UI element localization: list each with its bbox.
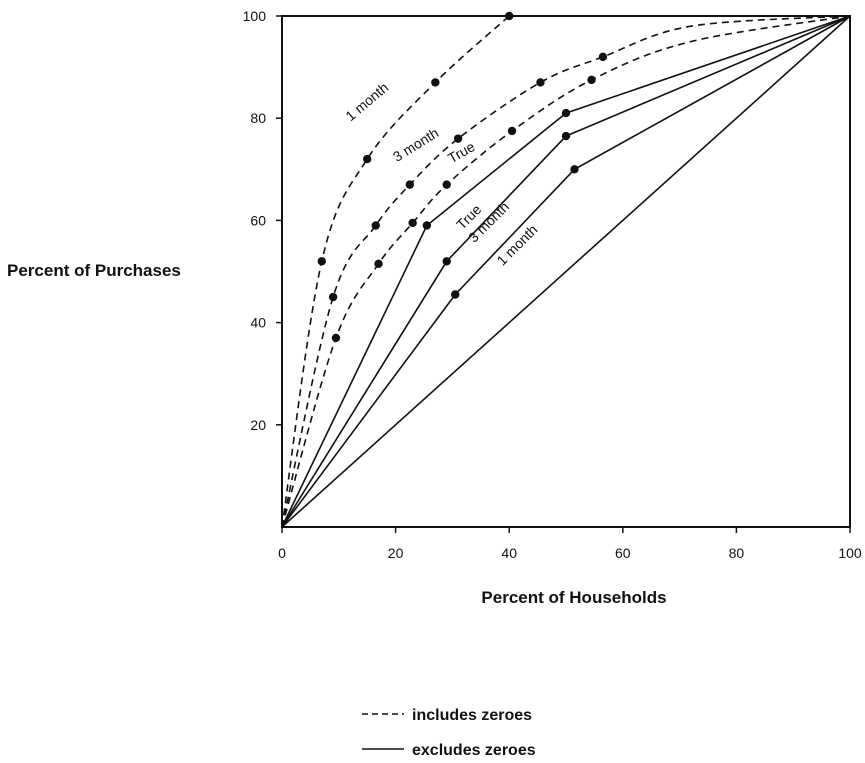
plot-frame — [281, 15, 851, 528]
marker-layer — [317, 11, 608, 343]
legend: includes zeroes excludes zeroes — [362, 707, 536, 759]
data-point-dashed-true-2-0 — [331, 333, 341, 343]
data-point-dashed-1-month-0-1 — [363, 154, 372, 164]
y-tick-label-100: 100 — [243, 8, 267, 24]
x-tick-label-100: 100 — [838, 545, 862, 561]
data-point-solid-true-3-0 — [422, 221, 432, 230]
data-point-solid-1-month-5-0 — [451, 290, 460, 299]
x-tick-label-60: 60 — [615, 545, 631, 561]
data-point-dashed-1-month-0-2 — [431, 78, 440, 87]
data-point-dashed-3-month-1-0 — [328, 292, 338, 302]
series-line-solid-1-month-5 — [281, 15, 851, 528]
data-point-dashed-true-2-2 — [408, 218, 417, 228]
x-tick-label-80: 80 — [729, 545, 745, 561]
data-point-solid-true-3-1 — [561, 108, 571, 118]
y-axis-title: Percent of Purchases — [7, 261, 181, 280]
series-line-solid-3-month-4 — [281, 15, 851, 528]
legend-item-dashed: includes zeroes — [362, 707, 532, 724]
legend-label-solid: excludes zeroes — [412, 742, 536, 759]
y-tick-label-20: 20 — [250, 417, 266, 433]
data-point-dashed-true-2-5 — [587, 75, 596, 85]
x-tick-label-0: 0 — [278, 545, 286, 561]
x-axis-title: Percent of Households — [481, 588, 666, 607]
tick-layer: 0 20 40 60 80 100 20 40 60 80 100 — [243, 8, 862, 561]
data-point-solid-3-month-4-0 — [442, 257, 451, 266]
legend-label-dashed: includes zeroes — [412, 707, 532, 724]
data-point-solid-3-month-4-1 — [561, 131, 571, 141]
data-point-dashed-3-month-1-1 — [371, 221, 380, 230]
data-point-dashed-true-2-1 — [374, 259, 383, 269]
series-line-solid-diagonal-6 — [281, 15, 851, 528]
data-point-dashed-true-2-3 — [442, 180, 451, 189]
y-tick-label-60: 60 — [250, 212, 266, 228]
series-line-solid-true-3 — [281, 15, 851, 528]
data-point-dashed-3-month-1-5 — [598, 52, 608, 62]
legend-item-solid: excludes zeroes — [362, 742, 536, 759]
data-point-dashed-true-2-4 — [507, 126, 517, 136]
y-tick-label-40: 40 — [250, 315, 266, 331]
x-tick-label-20: 20 — [388, 545, 404, 561]
y-tick-label-80: 80 — [250, 110, 266, 126]
x-tick-label-40: 40 — [501, 545, 517, 561]
data-point-dashed-3-month-1-3 — [453, 134, 463, 143]
data-point-dashed-1-month-0-3 — [505, 11, 514, 21]
data-point-dashed-3-month-1-2 — [405, 180, 414, 189]
data-point-solid-1-month-5-1 — [570, 165, 579, 174]
data-point-dashed-3-month-1-4 — [536, 78, 545, 87]
data-point-dashed-1-month-0-0 — [317, 257, 326, 266]
